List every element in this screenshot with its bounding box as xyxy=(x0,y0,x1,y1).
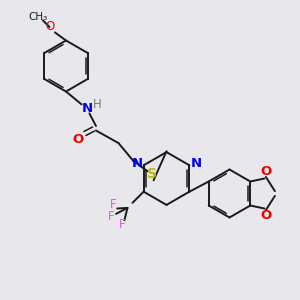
Text: O: O xyxy=(261,209,272,222)
Text: CH₃: CH₃ xyxy=(28,11,48,22)
Text: N: N xyxy=(131,157,142,170)
Text: H: H xyxy=(93,98,102,111)
Text: S: S xyxy=(147,167,157,181)
Text: O: O xyxy=(261,165,272,178)
Text: F: F xyxy=(110,198,117,212)
Text: N: N xyxy=(81,101,93,115)
Text: O: O xyxy=(72,133,84,146)
Text: N: N xyxy=(190,157,202,170)
Text: F: F xyxy=(119,218,125,231)
Text: F: F xyxy=(108,210,115,223)
Text: O: O xyxy=(45,20,54,34)
